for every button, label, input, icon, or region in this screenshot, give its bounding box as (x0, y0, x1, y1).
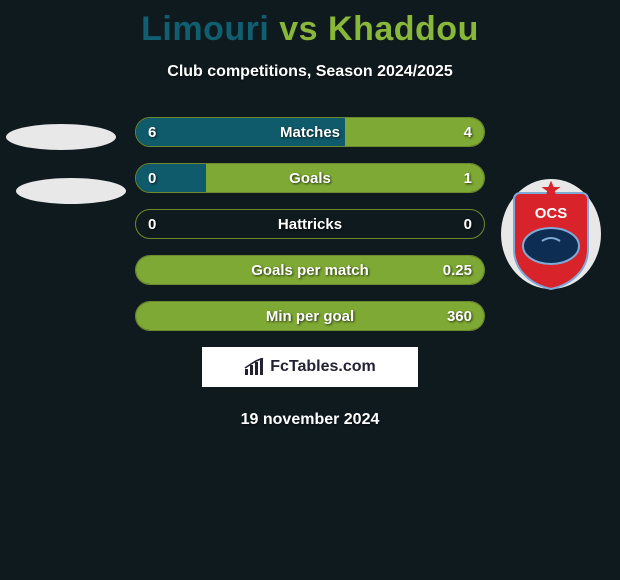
stats-chart: 64Matches 01Goals 00Hattricks 0.25Goals per… (0, 117, 620, 331)
stat-row: 00Hattricks (135, 209, 485, 239)
title-vs: vs (269, 10, 328, 48)
subtitle: Club competitions, Season 2024/2025 (0, 63, 620, 81)
stat-row: 0.25Goals per match (135, 255, 485, 285)
stat-label: Hattricks (136, 210, 484, 238)
stat-row: 64Matches (135, 117, 485, 147)
stat-label: Matches (136, 118, 484, 146)
stat-label: Goals per match (136, 256, 484, 284)
stat-row: 01Goals (135, 163, 485, 193)
footer-date: 19 november 2024 (0, 411, 620, 429)
stat-label: Goals (136, 164, 484, 192)
fctables-branding[interactable]: FcTables.com (202, 347, 418, 387)
chart-bars-icon (244, 358, 266, 376)
fctables-label: FcTables.com (270, 358, 376, 376)
title-player-right: Khaddou (328, 10, 479, 48)
title-player-left: Limouri (141, 10, 269, 48)
page-title: Limouri vs Khaddou (0, 0, 620, 49)
stat-row: 360Min per goal (135, 301, 485, 331)
stat-label: Min per goal (136, 302, 484, 330)
